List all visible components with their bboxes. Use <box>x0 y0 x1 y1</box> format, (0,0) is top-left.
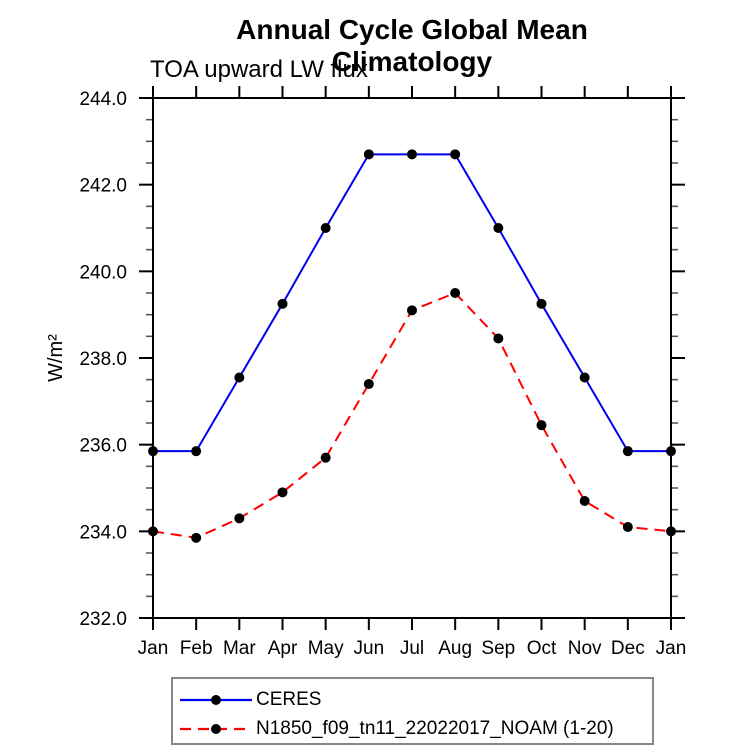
data-point <box>666 526 676 537</box>
x-tick-label: Feb <box>180 638 213 659</box>
y-tick-label: 238.0 <box>79 349 127 370</box>
data-point <box>579 496 590 506</box>
data-point <box>493 333 504 344</box>
x-tick-label: Jan <box>656 638 687 659</box>
data-point <box>622 446 633 457</box>
x-tick-label: Apr <box>268 638 298 659</box>
chart-title: Annual Cycle Global Mean Climatology <box>236 14 588 77</box>
data-point <box>450 288 461 298</box>
data-point <box>234 372 245 383</box>
data-point <box>277 487 288 498</box>
legend-line-marker-swatch <box>180 695 252 705</box>
data-point <box>407 305 417 316</box>
data-point <box>622 522 633 532</box>
data-point <box>450 149 461 160</box>
x-tick-label: Jul <box>400 638 424 659</box>
x-tick-label: Oct <box>527 638 557 659</box>
x-tick-label: Jun <box>354 638 385 659</box>
series-line-0 <box>153 153 671 453</box>
data-point <box>536 420 547 431</box>
data-point <box>579 372 590 383</box>
data-point <box>320 223 331 233</box>
data-point <box>363 149 374 160</box>
x-tick-label: Mar <box>223 638 256 659</box>
y-tick-label: 240.0 <box>79 262 127 283</box>
legend-label-ceres: CERES <box>256 689 322 710</box>
legend-label-model: N1850_f09_tn11_22022017_NOAM (1-20) <box>256 718 614 739</box>
plot-frame <box>152 97 672 619</box>
x-tick-label: Jan <box>138 638 169 659</box>
y-tick-label: 234.0 <box>79 522 127 543</box>
y-tick-label: 236.0 <box>79 436 127 457</box>
legend-item-model: N1850_f09_tn11_22022017_NOAM (1-20) <box>178 717 614 741</box>
y-tick-label: 242.0 <box>79 176 127 197</box>
data-point <box>234 513 245 524</box>
x-tick-label: Dec <box>611 638 645 659</box>
series-0 <box>148 149 676 457</box>
data-point <box>536 298 547 309</box>
y-tick-label: 232.0 <box>79 609 127 630</box>
legend-box: CERES N1850_f09_tn11_22022017_NOAM (1-20… <box>171 677 654 745</box>
data-point <box>148 526 158 537</box>
series-1 <box>148 288 676 543</box>
x-tick-label: Aug <box>438 638 472 659</box>
x-tick-label: Sep <box>481 638 515 659</box>
data-point <box>363 379 374 389</box>
chart-subtitle: TOA upward LW flux <box>150 56 368 83</box>
x-tick-label: May <box>308 638 344 659</box>
data-point <box>407 149 417 160</box>
data-point <box>277 298 288 309</box>
legend-marker-icon <box>211 724 221 734</box>
series-line-1 <box>152 291 672 539</box>
data-point <box>191 532 202 543</box>
x-tick-label: Nov <box>568 638 602 659</box>
legend-marker-icon <box>211 695 221 705</box>
data-point <box>666 446 676 457</box>
legend-item-ceres: CERES <box>178 688 321 712</box>
axes-ticks: 232.0 234.0 236.0 238.0 240.0 242.0 244.0 Jan Fe… <box>79 86 686 659</box>
data-point <box>191 446 202 457</box>
data-point <box>320 452 331 463</box>
legend-line-marker-swatch <box>180 724 252 734</box>
data-point <box>148 446 158 457</box>
y-tick-label: 244.0 <box>79 89 127 110</box>
data-point <box>493 223 504 233</box>
